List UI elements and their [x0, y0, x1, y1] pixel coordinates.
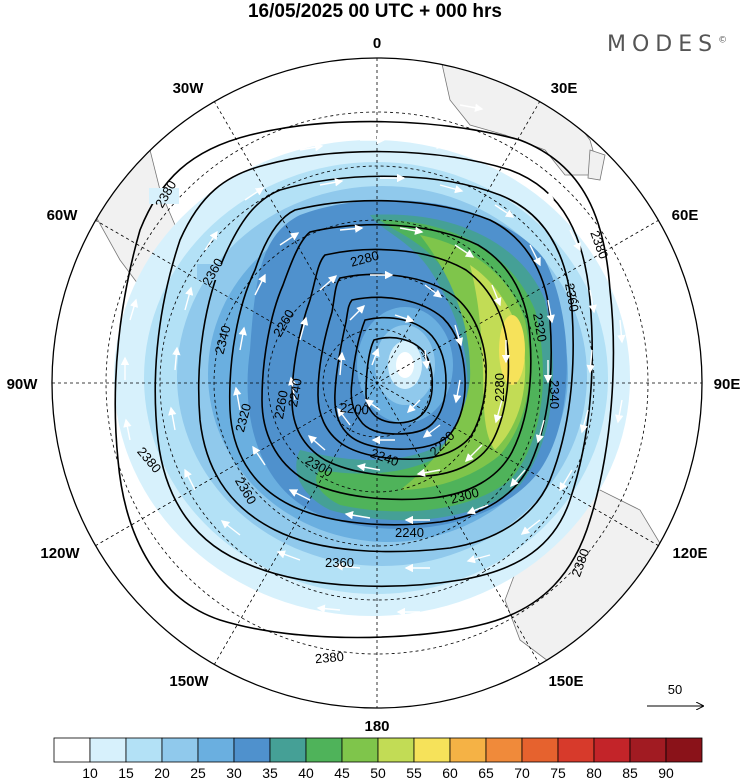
lon-label-0: 0: [373, 35, 381, 52]
reference-vector: 50: [647, 682, 703, 706]
colorbar-tick-label: 80: [586, 765, 602, 781]
contour-2200: [365, 336, 434, 424]
contour-2340: [197, 175, 574, 553]
modes-logo: MODES©: [607, 32, 727, 57]
colorbar-swatch: [161, 737, 199, 763]
lon-label-90e: 90E: [714, 376, 741, 393]
reference-vector-label: 50: [668, 682, 682, 697]
contour-label: 2240: [285, 377, 305, 408]
colorbar-tick-label: 70: [514, 765, 530, 781]
contour-label: 2340: [212, 324, 234, 356]
colorbar-tick-label: 45: [334, 765, 350, 781]
contour-label: 2340: [547, 380, 562, 409]
colorbar-tick-label: 90: [658, 765, 674, 781]
colorbar-tick-label: 40: [298, 765, 314, 781]
height-contours: [114, 120, 615, 639]
colorbar: 10 15 20 25 30 35 40 45 50 55 60 65 70 75 80 85 90: [53, 737, 703, 781]
colorbar-swatch: [233, 737, 271, 763]
contour-label: 2360: [562, 282, 582, 313]
colorbar-swatch: [629, 737, 667, 763]
colorbar-tick-label: 65: [478, 765, 494, 781]
colorbar-swatch: [521, 737, 559, 763]
lon-label-150w: 150W: [169, 673, 209, 690]
contour-label: 2360: [325, 555, 354, 570]
colorbar-tick-label: 50: [370, 765, 386, 781]
colorbar-tick-label: 10: [82, 765, 98, 781]
contour-label: 2300: [449, 485, 481, 507]
wind-vectors: [120, 101, 626, 617]
colorbar-tick-label: 25: [190, 765, 206, 781]
contour-2320: [228, 199, 552, 526]
colorbar-swatch: [665, 737, 703, 763]
lon-label-150e: 150E: [548, 673, 583, 690]
lon-label-90w: 90W: [7, 376, 39, 393]
map-title: 16/05/2025 00 UTC + 000 hrs: [247, 1, 503, 22]
colorbar-tick-label: 75: [550, 765, 566, 781]
contour-label: 2280: [349, 248, 381, 270]
lon-label-180: 180: [364, 718, 389, 735]
colorbar-tick-label: 15: [118, 765, 134, 781]
contour-label: 2320: [530, 312, 550, 343]
colorbar-swatch: [89, 737, 127, 763]
brand-name: MODES: [607, 32, 719, 57]
longitude-labels: 0 30E 60E 90E 120E 150E 180 150W 120W 90…: [7, 35, 741, 735]
contour-label: 2260: [271, 389, 291, 420]
contour-label: 2200: [339, 400, 369, 417]
colorbar-swatch: [593, 737, 631, 763]
contour-2280: [291, 248, 510, 478]
colorbar-swatch: [341, 737, 379, 763]
colorbar-swatch: [485, 737, 523, 763]
contour-label: 2280: [492, 373, 507, 402]
colorbar-swatch: [449, 737, 487, 763]
madagascar-land: [587, 149, 606, 181]
wind-speed-shading: [114, 140, 630, 616]
contour-label: 2240: [395, 525, 424, 540]
lon-label-60w: 60W: [47, 207, 79, 224]
colorbar-tick-label: 60: [442, 765, 458, 781]
colorbar-swatch: [557, 737, 595, 763]
contour-2260: [317, 273, 487, 460]
colorbar-swatch: [305, 737, 343, 763]
colorbar-swatch: [53, 737, 91, 763]
colorbar-swatch: [125, 737, 163, 763]
map-boundary: [51, 57, 703, 709]
colorbar-tick-label: 35: [262, 765, 278, 781]
contour-label: 2320: [232, 402, 254, 434]
contour-2360: [154, 150, 594, 588]
colorbar-tick-label: 20: [154, 765, 170, 781]
colorbar-tick-label: 30: [226, 765, 242, 781]
colorbar-tick-label: 55: [406, 765, 422, 781]
colorbar-tick-label: 85: [622, 765, 638, 781]
lon-label-120e: 120E: [672, 545, 707, 562]
copyright-mark: ©: [718, 35, 728, 46]
contour-2240: [334, 296, 466, 450]
lon-label-60e: 60E: [672, 207, 699, 224]
colorbar-swatch: [377, 737, 415, 763]
contour-label: 2380: [314, 649, 344, 666]
graticule: [52, 58, 702, 708]
map-disk: [52, 58, 702, 708]
lon-label-120w: 120W: [40, 545, 80, 562]
colorbar-swatch: [197, 737, 235, 763]
colorbar-swatch: [269, 737, 307, 763]
lon-label-30e: 30E: [551, 80, 578, 97]
contour-2300: [261, 224, 532, 501]
contour-2220: [350, 316, 447, 435]
lon-label-30w: 30W: [173, 80, 205, 97]
colorbar-swatch: [413, 737, 451, 763]
contour-2380: [114, 120, 615, 639]
